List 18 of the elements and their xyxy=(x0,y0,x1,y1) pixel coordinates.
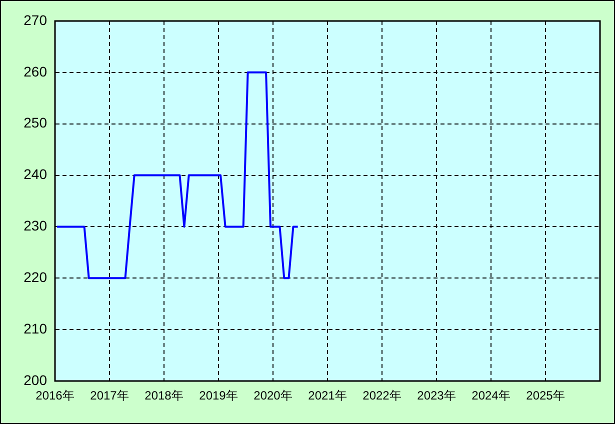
y-tick-label: 200 xyxy=(24,372,48,388)
x-tick-label: 2022年 xyxy=(362,388,402,403)
x-tick-label: 2025年 xyxy=(526,388,565,403)
x-tick-label: 2017年 xyxy=(90,388,129,403)
x-tick-label: 2019年 xyxy=(199,388,238,403)
y-tick-label: 250 xyxy=(24,114,48,131)
y-tick-label: 230 xyxy=(24,218,48,234)
x-tick-label: 2018年 xyxy=(144,388,184,403)
y-tick-label: 220 xyxy=(24,269,48,285)
x-tick-label: 2021年 xyxy=(308,388,347,403)
y-tick-label: 260 xyxy=(24,63,48,80)
y-tick-label: 210 xyxy=(24,320,48,336)
x-tick-label: 2024年 xyxy=(472,388,510,403)
y-tick-label: 270 xyxy=(24,12,48,28)
y-tick-label: 240 xyxy=(24,166,48,182)
x-tick-label: 2020年 xyxy=(254,388,292,403)
x-tick-label: 2016年 xyxy=(36,388,74,403)
x-tick-label: 2023年 xyxy=(417,388,456,403)
